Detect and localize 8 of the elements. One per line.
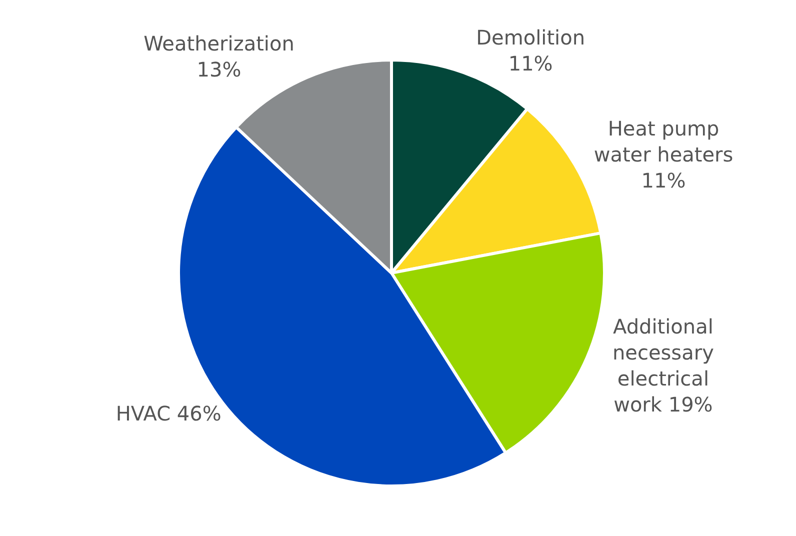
slice-label: Heat pump water heaters — [594, 116, 734, 167]
data-label: 11% — [508, 51, 553, 76]
slice-label: Additional necessary electrical work 19% — [612, 314, 714, 417]
slice-label: Demolition — [476, 25, 586, 50]
data-label: 11% — [641, 168, 686, 193]
data-label: 13% — [196, 57, 242, 82]
slice-label: Weatherization — [144, 31, 294, 56]
slice-label: HVAC 46% — [116, 402, 222, 426]
